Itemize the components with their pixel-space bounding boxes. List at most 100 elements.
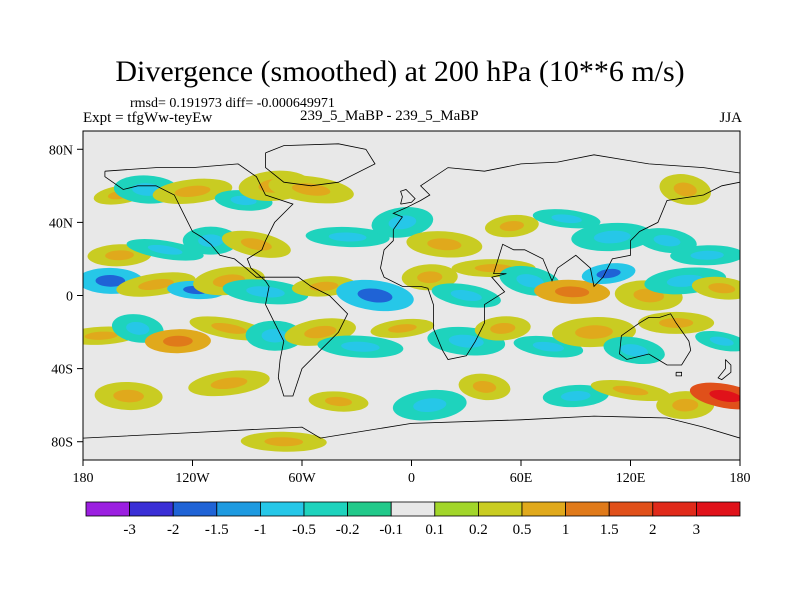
contour-core xyxy=(709,390,740,403)
contour-core xyxy=(388,215,417,230)
y-tick-label: 80S xyxy=(51,436,73,451)
diff-label: diff= xyxy=(225,96,254,111)
contour-core xyxy=(516,274,544,288)
contour-core xyxy=(309,281,339,291)
contour-core xyxy=(211,322,247,334)
contour-core xyxy=(427,238,462,251)
colorbar-swatch xyxy=(565,501,610,517)
coastline xyxy=(265,143,376,187)
experiment-label: Expt = tfgWw-teyEw xyxy=(83,110,213,126)
contour-core xyxy=(596,268,621,279)
x-tick-label: 60E xyxy=(510,471,533,486)
colorbar-label: -1.5 xyxy=(205,522,229,538)
contour-fills xyxy=(83,170,740,452)
contour-core xyxy=(163,335,193,347)
contour-core xyxy=(84,331,118,340)
coastline xyxy=(104,163,349,397)
colorbar-swatch xyxy=(129,501,174,517)
colorbar-label: -0.1 xyxy=(379,522,403,538)
contour-core xyxy=(575,325,613,339)
contour-core xyxy=(147,244,183,255)
contour-core xyxy=(612,385,649,396)
x-tick-label: 0 xyxy=(408,471,415,486)
contour-core xyxy=(246,286,285,298)
contour-core xyxy=(709,336,734,346)
contour-core xyxy=(325,396,352,407)
contour-core xyxy=(126,321,150,335)
colorbar-swatch xyxy=(477,501,523,517)
chart-title: Divergence (smoothed) at 200 hPa (10**6 … xyxy=(115,55,685,88)
contour-core xyxy=(105,250,134,261)
colorbar-swatch xyxy=(347,501,392,517)
x-tick-label: 120W xyxy=(175,471,210,486)
colorbar-label: 0.2 xyxy=(469,522,488,538)
y-tick-label: 80N xyxy=(49,143,73,158)
contour-core xyxy=(138,279,174,291)
y-tick-label: 40S xyxy=(51,363,73,378)
colorbar-swatch xyxy=(696,501,741,517)
coastline xyxy=(619,313,692,366)
contour-core xyxy=(555,286,590,298)
colorbar-label: -1 xyxy=(254,522,267,538)
axes: 180 120W 60W 0 60E 120E 180 80N 40N 0 40S 80S xyxy=(49,143,751,486)
contour-core xyxy=(532,341,565,352)
coastline xyxy=(83,415,740,439)
difference-label: 239_5_MaBP - 239_5_MaBP xyxy=(300,108,479,124)
diff-value: -0.000649971 xyxy=(256,96,335,111)
colorbar-swatch xyxy=(521,501,566,517)
contour-core xyxy=(210,377,248,390)
colorbar-label: -3 xyxy=(123,522,136,538)
contour-core xyxy=(388,324,417,333)
x-tick-label: 120E xyxy=(616,471,646,486)
colorbar-label: -0.5 xyxy=(292,522,316,538)
contour-core xyxy=(357,288,393,303)
contour-core xyxy=(499,221,524,232)
contour-core xyxy=(551,214,582,224)
colorbar-swatch xyxy=(172,501,218,517)
colorbar-swatch xyxy=(434,501,479,517)
contour-core xyxy=(113,389,144,403)
colorbar-swatch xyxy=(390,501,436,517)
contour-core xyxy=(448,334,484,348)
colorbar-swatch xyxy=(85,501,130,517)
contour-core xyxy=(264,437,304,447)
x-tick-label: 60W xyxy=(288,471,316,486)
contour-core xyxy=(690,250,724,260)
x-tick-label: 180 xyxy=(730,471,751,486)
contour-core xyxy=(620,344,648,357)
colorbar-label: -0.2 xyxy=(336,522,360,538)
rmsd-label: rmsd= xyxy=(130,96,166,111)
contour-core xyxy=(304,325,337,339)
contour-core xyxy=(198,234,224,247)
contour-core xyxy=(95,275,126,287)
colorbar-swatch xyxy=(608,501,654,517)
contour-core xyxy=(450,290,482,301)
contour-core xyxy=(474,264,513,273)
rmsd-value: 0.191973 xyxy=(169,96,222,111)
colorbar-swatch xyxy=(216,501,261,517)
colorbar-swatch xyxy=(303,501,348,517)
colorbar-label: 0.5 xyxy=(513,522,532,538)
colorbar-label: -2 xyxy=(167,522,180,538)
contour-core xyxy=(653,234,681,247)
contour-core xyxy=(240,238,272,251)
contour-core xyxy=(341,341,380,352)
season-label: JJA xyxy=(719,110,742,126)
colorbar-swatch xyxy=(652,501,697,517)
stats-line: rmsd= 0.191973 diff= -0.000649971 xyxy=(130,96,335,112)
colorbar-label: 3 xyxy=(693,522,701,538)
coastline xyxy=(380,154,740,360)
x-tick-label: 180 xyxy=(73,471,94,486)
contour-core xyxy=(261,328,288,343)
y-tick-label: 0 xyxy=(66,290,73,305)
colorbar-label: 1 xyxy=(562,522,570,538)
colorbar: -3 -2 -1.5 -1 -0.5 -0.2 -0.1 0.1 0.2 0.5 1 1.5 2 3 xyxy=(85,501,741,538)
contour-core xyxy=(673,182,697,197)
colorbar-swatch xyxy=(259,501,305,517)
y-tick-label: 40N xyxy=(49,216,73,231)
coastline xyxy=(400,189,416,205)
coastlines xyxy=(83,143,740,439)
contour-core xyxy=(417,271,443,284)
contour-core xyxy=(413,398,447,413)
contour-core xyxy=(472,380,497,393)
